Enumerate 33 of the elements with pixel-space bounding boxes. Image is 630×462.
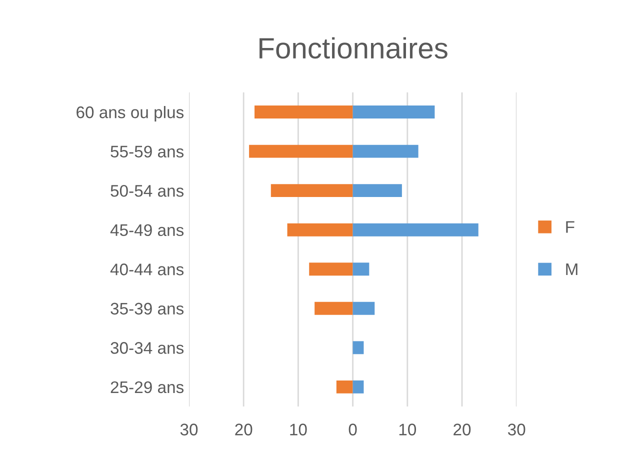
bar (314, 302, 353, 315)
y-tick-label: 35-39 ans (110, 302, 184, 315)
bar (309, 262, 353, 276)
x-tick-label: 20 (235, 424, 252, 436)
bar (352, 262, 370, 276)
y-tick-label: 50-54 ans (110, 184, 184, 197)
x-tick-label: 30 (180, 424, 198, 436)
bar (336, 380, 353, 394)
bar (254, 106, 353, 119)
y-tick-label: 60 ans ou plus (76, 106, 184, 122)
x-tick-label: 10 (399, 424, 416, 436)
y-tick-label: 25-29 ans (110, 381, 184, 394)
y-tick-label: 45-49 ans (110, 224, 184, 236)
chart-title: Fonctionnaires (260, 37, 448, 59)
bar (352, 223, 478, 236)
bar (270, 184, 353, 198)
x-tick-label: 20 (454, 424, 471, 436)
x-tick-label: 10 (290, 424, 307, 436)
bar (352, 184, 402, 198)
bar (352, 302, 375, 315)
bar (249, 144, 353, 158)
y-tick-label: 55-59 ans (110, 146, 184, 158)
bar (287, 223, 353, 236)
legend-label: F (566, 221, 574, 233)
bar (352, 380, 364, 394)
y-tick-label: 30-34 ans (110, 342, 184, 354)
bar (352, 341, 364, 354)
legend-label: M (566, 264, 578, 275)
bar (352, 144, 418, 158)
bar (352, 106, 435, 119)
x-tick-label: 30 (508, 424, 526, 436)
x-tick-label: 0 (348, 424, 357, 436)
y-tick-label: 40-44 ans (110, 264, 184, 276)
